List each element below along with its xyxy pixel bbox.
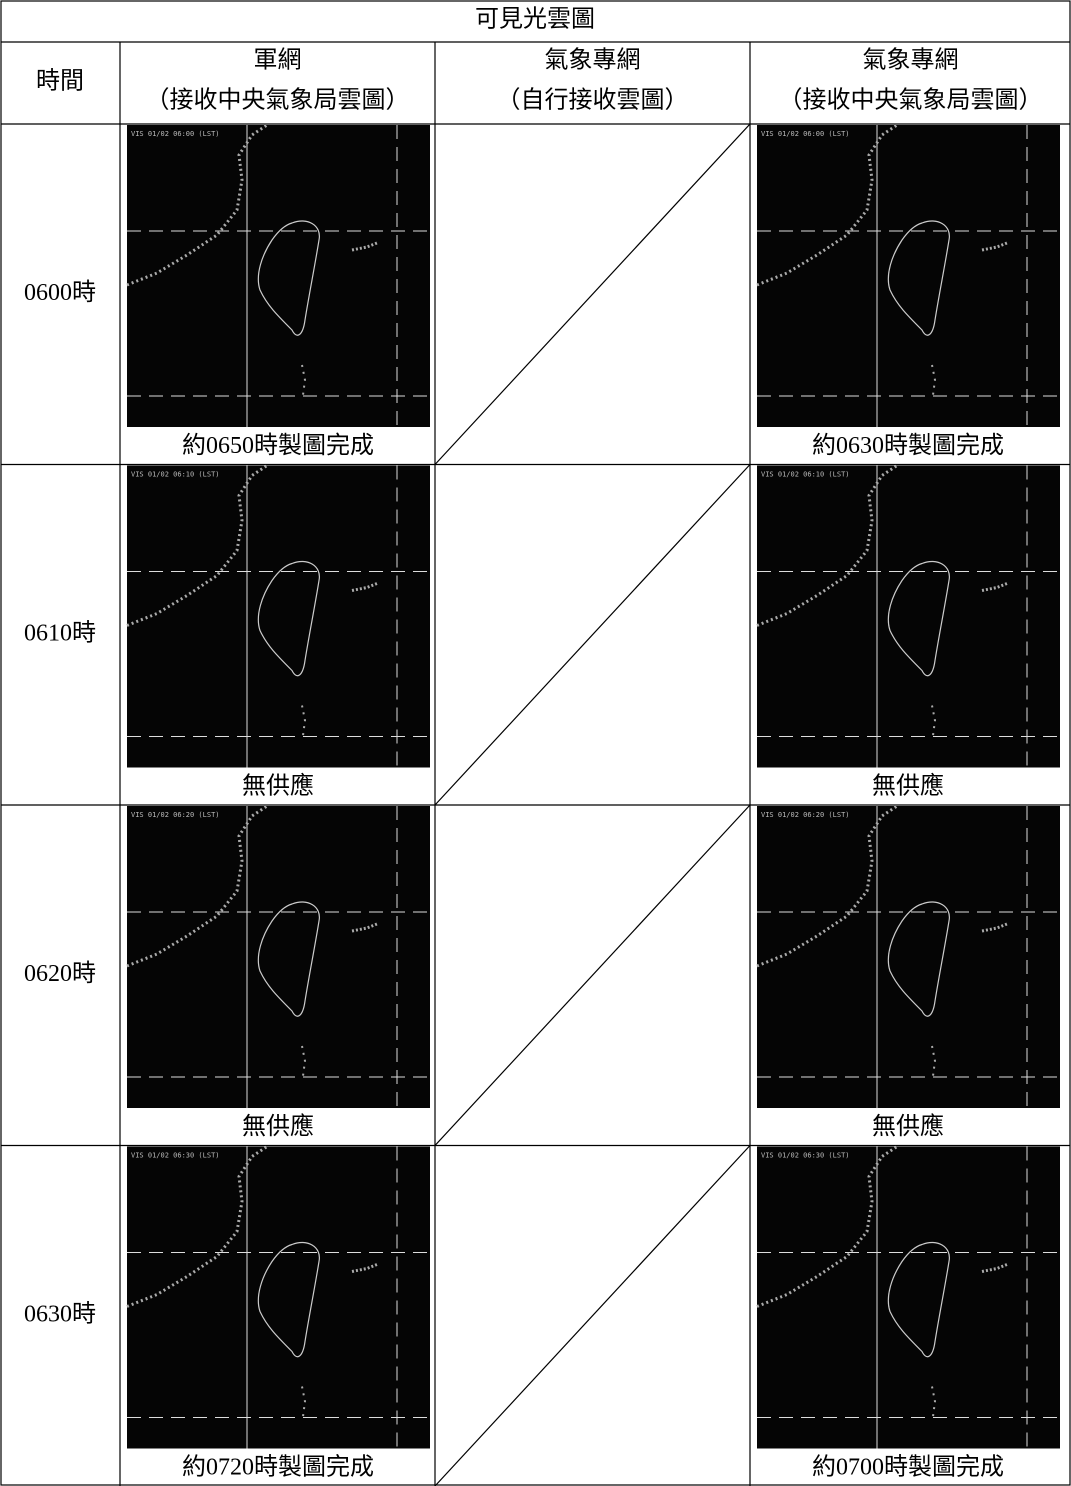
satellite-image: VIS 01/02 06:20 (LST) — [125, 804, 432, 1110]
empty-cell-diagonal — [434, 464, 751, 806]
empty-cell-diagonal — [434, 804, 751, 1146]
satellite-image-content — [125, 1145, 432, 1450]
caption: 無供應 — [242, 1113, 314, 1140]
image-label: VIS 01/02 06:20 (LST) — [131, 811, 220, 819]
header-note: （接收中央氣象局雲圖） — [779, 87, 1043, 114]
header-note: （接收中央氣象局雲圖） — [146, 87, 410, 114]
satellite-image: VIS 01/02 06:20 (LST) — [755, 804, 1062, 1110]
satellite-image-content — [755, 123, 1062, 429]
header-name: 氣象專網 — [863, 47, 959, 74]
satellite-image: VIS 01/02 06:30 (LST) — [755, 1145, 1062, 1450]
time-cell: 0600時 — [24, 279, 96, 306]
caption: 無供應 — [242, 773, 314, 800]
caption: 約0700時製圖完成 — [812, 1454, 1004, 1481]
table-title: 可見光雲圖 — [475, 6, 595, 33]
satellite-image-content — [125, 123, 432, 429]
satellite-image: VIS 01/02 06:10 (LST) — [125, 464, 432, 769]
image-label: VIS 01/02 06:30 (LST) — [761, 1152, 850, 1160]
time-cell: 0610時 — [24, 619, 96, 646]
image-label: VIS 01/02 06:30 (LST) — [131, 1152, 220, 1160]
satellite-image-content — [125, 804, 432, 1110]
header-time: 時間 — [36, 68, 84, 95]
satellite-image-content — [125, 464, 432, 769]
image-label: VIS 01/02 06:20 (LST) — [761, 811, 850, 819]
satellite-image: VIS 01/02 06:10 (LST) — [755, 464, 1062, 769]
image-label: VIS 01/02 06:00 (LST) — [131, 130, 220, 138]
caption: 約0650時製圖完成 — [182, 432, 374, 459]
image-label: VIS 01/02 06:10 (LST) — [131, 471, 220, 479]
header-name: 軍網 — [254, 47, 302, 74]
header-note: （自行接收雲圖） — [497, 87, 689, 114]
satellite-image: VIS 01/02 06:30 (LST) — [125, 1145, 432, 1450]
satellite-image-content — [755, 464, 1062, 769]
caption: 無供應 — [872, 1113, 944, 1140]
image-label: VIS 01/02 06:10 (LST) — [761, 471, 850, 479]
header-name: 氣象專網 — [545, 47, 641, 74]
satellite-image-content — [755, 804, 1062, 1110]
satellite-image-content — [755, 1145, 1062, 1450]
caption: 無供應 — [872, 773, 944, 800]
time-cell: 0630時 — [24, 1300, 96, 1327]
empty-cell-diagonal — [434, 1145, 751, 1486]
time-cell: 0620時 — [24, 960, 96, 987]
satellite-image: VIS 01/02 06:00 (LST) — [755, 123, 1062, 429]
caption: 約0630時製圖完成 — [812, 432, 1004, 459]
caption: 約0720時製圖完成 — [182, 1454, 374, 1481]
empty-cell-diagonal — [434, 123, 751, 465]
image-label: VIS 01/02 06:00 (LST) — [761, 130, 850, 138]
satellite-image: VIS 01/02 06:00 (LST) — [125, 123, 432, 429]
